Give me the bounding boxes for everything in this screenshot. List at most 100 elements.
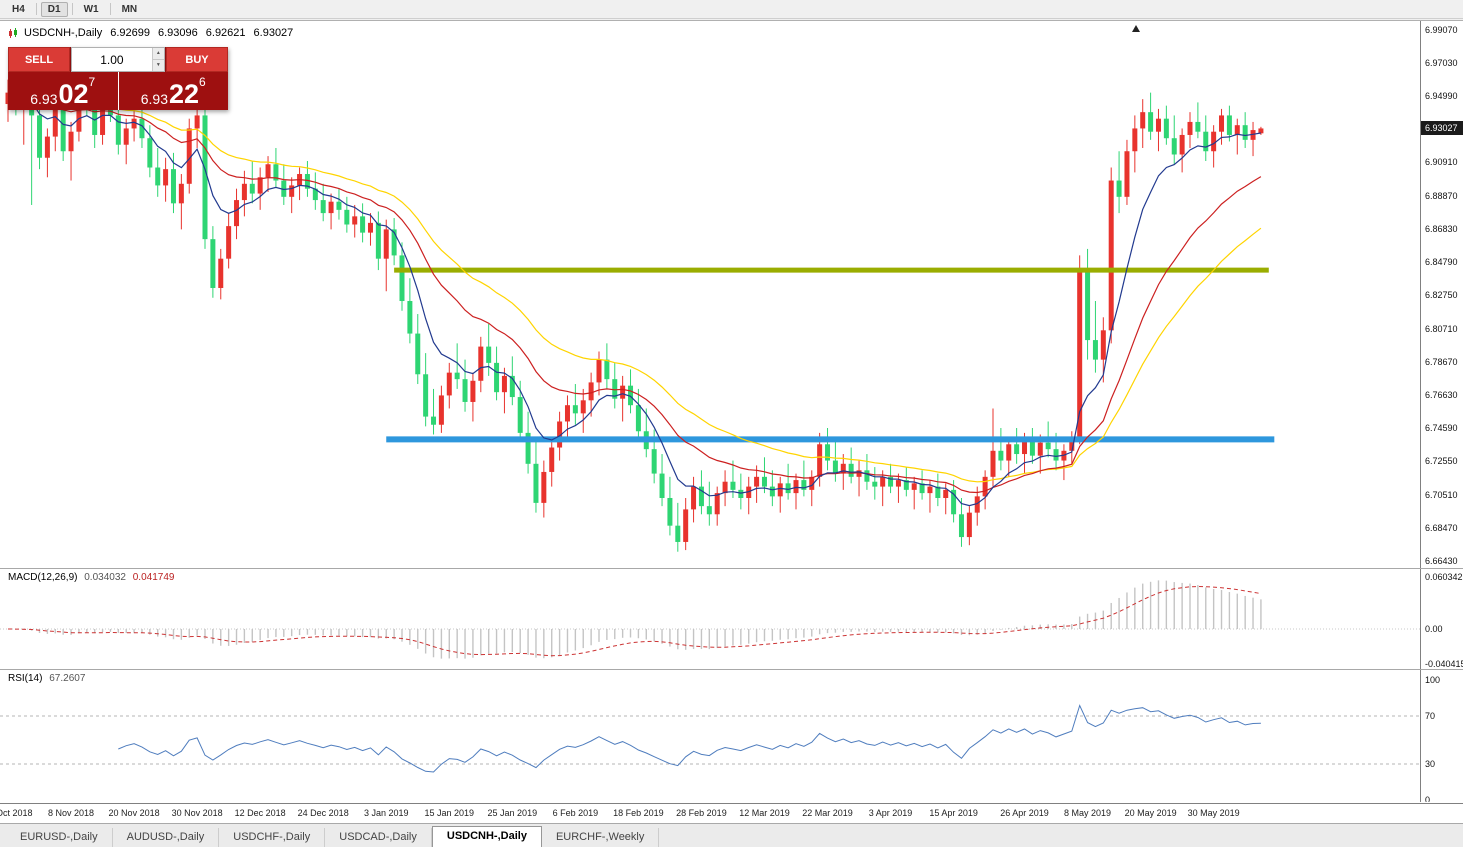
sell-price-main: 6.93	[30, 91, 58, 107]
macd-axis-label: 0.060342	[1425, 572, 1463, 583]
time-axis-label: 28 Feb 2019	[676, 808, 727, 818]
buy-price-pips: 22	[169, 79, 200, 109]
volume-spinner: ▲ ▼	[151, 48, 164, 71]
price-axis-label: 6.99070	[1425, 24, 1458, 35]
price-axis-label: 6.80710	[1425, 323, 1458, 334]
timeframe-button-mn[interactable]: MN	[121, 3, 138, 15]
timeframe-button-w1[interactable]: W1	[83, 3, 99, 15]
chart-tab-usdchf-daily[interactable]: USDCHF-,Daily	[219, 828, 326, 847]
timeframe-button-d1[interactable]: D1	[40, 1, 68, 17]
price-axis-label: 6.86830	[1425, 223, 1458, 234]
sell-price-frac: 7	[88, 75, 96, 89]
time-axis-label: 15 Jan 2019	[424, 808, 475, 818]
time-axis-label: 12 Dec 2018	[234, 808, 286, 818]
price-axis-label: 6.76630	[1425, 389, 1458, 400]
price-axis-label: 6.70510	[1425, 489, 1458, 500]
rsi-axis-label: 0	[1425, 795, 1431, 802]
timeframe-toolbar: H4 D1 W1 MN	[0, 0, 1463, 19]
time-axis-label: 20 Nov 2018	[108, 808, 160, 818]
time-axis-label: 30 Nov 2018	[171, 808, 223, 818]
price-axis[interactable]: 6.990706.970306.949906.929506.909106.888…	[1420, 21, 1463, 568]
one-click-trading-panel: SELL ▲ ▼ BUY 6.93 02 7 6.93 22 6	[8, 47, 228, 110]
chart-tab-eurusd-daily[interactable]: EURUSD-,Daily	[6, 828, 113, 847]
rsi-axis[interactable]: 100 70 30 0	[1420, 670, 1463, 802]
time-axis-label: 29 Oct 2018	[0, 808, 33, 818]
volume-control: ▲ ▼	[71, 47, 165, 72]
toolbar-separator	[109, 3, 111, 15]
timeframe-button-h4[interactable]: H4	[12, 3, 25, 15]
time-axis-label: 20 May 2019	[1124, 808, 1177, 818]
price-axis-label: 6.88870	[1425, 190, 1458, 201]
price-axis-label: 6.72550	[1425, 456, 1458, 467]
price-axis-label: 6.94990	[1425, 91, 1458, 102]
time-axis-label: 24 Dec 2018	[297, 808, 349, 818]
rsi-axis-label: 100	[1425, 675, 1441, 685]
rsi-axis-label: 70	[1425, 711, 1436, 721]
price-axis-label: 6.84790	[1425, 257, 1458, 268]
chart-tab-usdcnh-daily[interactable]: USDCNH-,Daily	[431, 826, 542, 847]
main-price-chart[interactable]	[0, 21, 1420, 568]
trade-panel-controls: SELL ▲ ▼ BUY	[8, 47, 228, 72]
macd-main-value: 0.034032	[84, 572, 126, 583]
chart-icon	[9, 27, 17, 38]
macd-axis[interactable]: 0.060342 0.00 -0.040415	[1420, 569, 1463, 669]
rsi-name: RSI(14)	[8, 673, 43, 684]
rsi-axis-label: 30	[1425, 759, 1436, 769]
time-axis-label: 12 Mar 2019	[739, 808, 790, 818]
time-axis-label: 15 Apr 2019	[929, 808, 978, 818]
toolbar-separator	[71, 3, 73, 15]
price-axis-label: 6.97030	[1425, 57, 1458, 68]
buy-price-display[interactable]: 6.93 22 6	[118, 72, 228, 110]
ohlc-close: 6.93027	[253, 27, 294, 39]
sell-price-display[interactable]: 6.93 02 7	[8, 72, 118, 110]
price-axis-label: 6.74590	[1425, 423, 1458, 434]
price-axis-label: 6.82750	[1425, 290, 1458, 301]
time-axis-label: 30 May 2019	[1187, 808, 1240, 818]
chart-tab-bar: EURUSD-,Daily AUDUSD-,Daily USDCHF-,Daily U…	[0, 823, 1463, 847]
ohlc-open: 6.92699	[110, 27, 150, 39]
price-axis-label: 6.78670	[1425, 356, 1458, 367]
toolbar-separator	[35, 3, 37, 15]
macd-name: MACD(12,26,9)	[8, 572, 78, 583]
panel-splitter-macd[interactable]	[0, 568, 1463, 569]
sell-price-pips: 02	[58, 79, 89, 109]
chart-tab-eurchf-weekly[interactable]: EURCHF-,Weekly	[542, 828, 660, 847]
time-axis-label: 18 Feb 2019	[613, 808, 664, 818]
volume-up-button[interactable]: ▲	[152, 48, 164, 60]
rsi-value: 67.2607	[49, 673, 86, 684]
panel-splitter-rsi[interactable]	[0, 669, 1463, 670]
buy-price-frac: 6	[199, 75, 206, 89]
time-axis-label: 26 Apr 2019	[1000, 808, 1049, 818]
time-axis-label: 8 Nov 2018	[48, 808, 95, 818]
macd-axis-label: 0.00	[1425, 624, 1443, 634]
price-axis-label: 6.68470	[1425, 522, 1458, 533]
chart-title: USDCNH-,Daily 6.92699 6.93096 6.92621 6.…	[8, 27, 293, 39]
chart-symbol-label: USDCNH-,Daily	[24, 27, 103, 39]
rsi-label: RSI(14) 67.2607	[8, 673, 85, 684]
ohlc-high: 6.93096	[158, 27, 198, 39]
macd-label: MACD(12,26,9) 0.034032 0.041749	[8, 572, 174, 583]
price-axis-label: 6.90910	[1425, 157, 1458, 168]
ohlc-low: 6.92621	[205, 27, 246, 39]
trade-panel-prices: 6.93 02 7 6.93 22 6	[8, 72, 228, 110]
chart-tab-audusd-daily[interactable]: AUDUSD-,Daily	[113, 828, 220, 847]
time-axis-label: 6 Feb 2019	[552, 808, 599, 818]
rsi-indicator-chart[interactable]	[0, 670, 1420, 802]
chart-window: USDCNH-,Daily 6.92699 6.93096 6.92621 6.…	[0, 20, 1463, 824]
macd-axis-label: -0.040415	[1425, 658, 1463, 669]
current-price-box: 6.93027	[1421, 121, 1463, 135]
macd-indicator-chart[interactable]	[0, 569, 1420, 669]
time-axis[interactable]: 29 Oct 2018 8 Nov 2018 20 Nov 2018 30 Nov 2…	[0, 803, 1463, 824]
buy-button[interactable]: BUY	[166, 47, 228, 72]
chart-tab-usdcad-daily[interactable]: USDCAD-,Daily	[325, 828, 432, 847]
time-axis-label: 3 Apr 2019	[868, 808, 913, 818]
time-axis-label: 22 Mar 2019	[802, 808, 853, 818]
volume-down-button[interactable]: ▼	[152, 60, 164, 71]
buy-price-main: 6.93	[140, 91, 168, 107]
time-axis-label: 8 May 2019	[1064, 808, 1112, 818]
volume-input[interactable]	[72, 48, 152, 71]
sell-button[interactable]: SELL	[8, 47, 70, 72]
time-axis-label: 3 Jan 2019	[363, 808, 409, 818]
price-axis-label: 6.66430	[1425, 555, 1458, 566]
